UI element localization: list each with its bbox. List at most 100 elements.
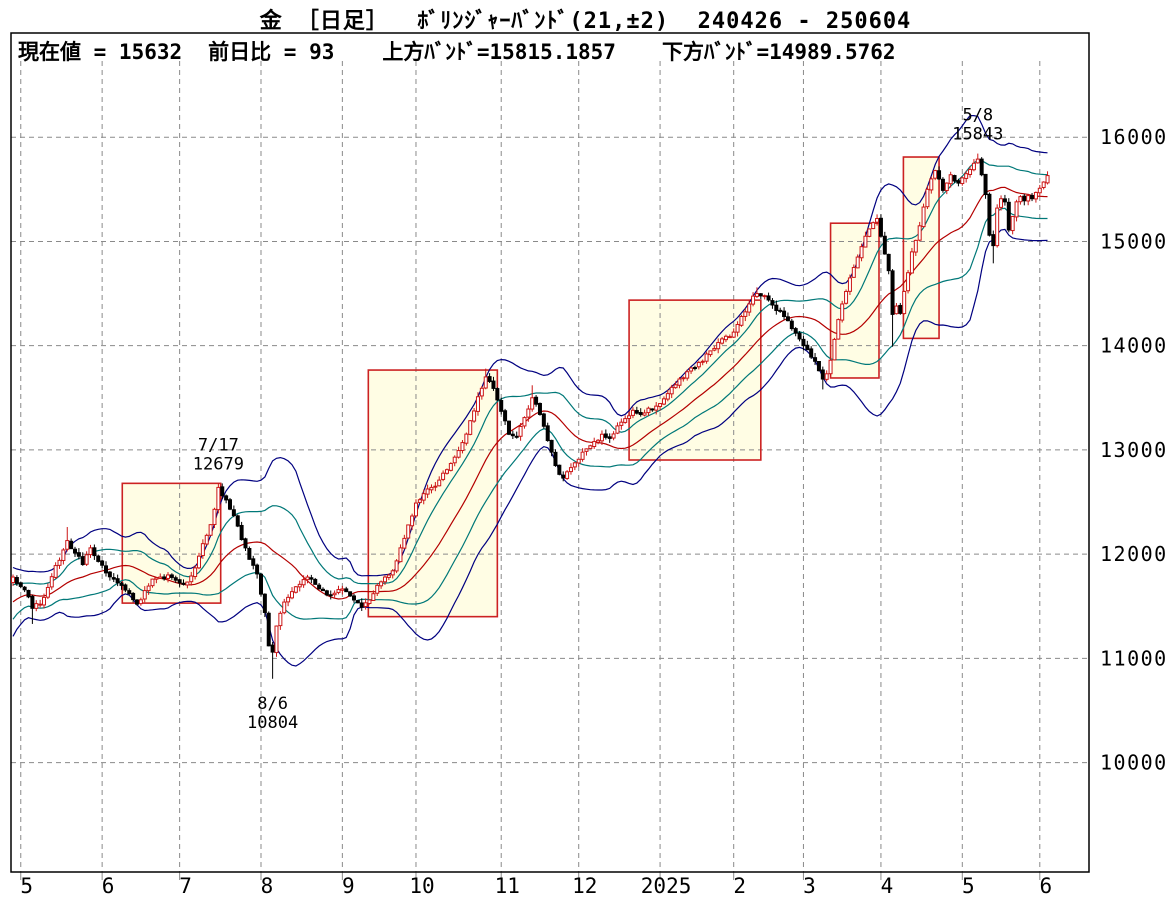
candle-bullish [402, 537, 407, 549]
candle-bearish [541, 413, 546, 427]
candle-bearish [26, 589, 31, 598]
candle-bullish [216, 486, 221, 511]
x-axis-label: 2025 [641, 874, 692, 898]
candle-bullish [1033, 191, 1038, 200]
candle-bearish [797, 332, 802, 340]
candle-bullish [948, 174, 953, 185]
candle-bearish [224, 495, 229, 501]
candle-bullish [735, 323, 740, 333]
candle-bullish [712, 347, 717, 351]
chart-title: 金 ［日足］ ﾎﾞﾘﾝｼﾞｬｰﾊﾞﾝﾄﾞ(21,±2) 240426 - 250… [259, 9, 912, 34]
candle-bullish [429, 486, 434, 491]
candle-bearish [348, 591, 353, 597]
candle-bearish [18, 582, 23, 587]
candle-bearish [258, 573, 263, 595]
candle-bullish [677, 378, 682, 386]
candle-bullish [386, 574, 391, 578]
candle-bullish [193, 567, 198, 578]
candle-bullish [185, 581, 190, 586]
candle-bullish [452, 456, 457, 464]
candle-bullish [665, 393, 670, 400]
candle-bullish [142, 590, 147, 600]
candle-bullish [406, 524, 411, 539]
candle-bullish [615, 425, 620, 434]
candle-bullish [65, 540, 70, 550]
candle-bullish [971, 162, 976, 171]
candle-bearish [270, 644, 275, 653]
candle-bullish [611, 433, 616, 439]
candle-bullish [964, 173, 969, 179]
candle-bearish [537, 402, 542, 415]
candle-bearish [135, 599, 140, 605]
candle-bullish [588, 445, 593, 450]
candle-bullish [437, 479, 442, 487]
candle-bullish [871, 222, 876, 230]
candle-bullish [42, 596, 47, 606]
candle-bearish [355, 600, 360, 604]
candle-bullish [301, 579, 306, 586]
candle-bullish [572, 462, 577, 468]
candle-bullish [716, 342, 721, 350]
candle-bearish [100, 560, 105, 566]
candle-bullish [340, 588, 345, 591]
candle-bearish [80, 556, 85, 566]
candle-bullish [154, 577, 159, 580]
candle-bullish [960, 177, 965, 185]
candle-bearish [514, 435, 519, 438]
candle-bearish [782, 310, 787, 318]
annotation-date: 5/8 [962, 106, 993, 126]
candle-bearish [770, 300, 775, 306]
candle-bullish [743, 311, 748, 317]
info-bar: 現在値 = 15632 前日比 = 93 上方ﾊﾞﾝﾄﾞ=15815.1857 下方ﾊ… [18, 36, 896, 66]
candle-bullish [433, 485, 438, 488]
highlight-box-border [367, 369, 499, 618]
candle-bearish [987, 193, 992, 236]
highlight-box-border [121, 482, 222, 604]
candle-bearish [1022, 195, 1027, 202]
candle-bullish [669, 386, 674, 395]
candle-bullish [999, 198, 1004, 208]
x-axis-label: 5 [962, 874, 975, 898]
candle-bearish [104, 565, 109, 574]
candle-bullish [464, 433, 469, 444]
candle-bullish [875, 218, 880, 223]
candle-bearish [169, 574, 174, 578]
candle-bearish [495, 388, 500, 401]
candle-bearish [177, 579, 182, 584]
candle-bearish [359, 602, 364, 608]
candle-bullish [282, 601, 287, 614]
candle-bullish [305, 576, 310, 581]
candle-bullish [751, 295, 756, 305]
candle-bullish [166, 574, 171, 579]
candle-bullish [968, 169, 973, 175]
x-axis-label: 6 [1039, 874, 1052, 898]
candle-bearish [638, 412, 643, 415]
candle-bullish [390, 570, 395, 576]
bollinger-upper-1sd [12, 159, 1048, 586]
y-axis-label: 12000 [1100, 542, 1168, 566]
candle-bearish [940, 178, 945, 191]
highlight-box-border [628, 299, 762, 461]
candle-bullish [200, 543, 205, 557]
bollinger-lower-2sd [12, 228, 1048, 667]
candle-bullish [727, 336, 732, 339]
bollinger-lower-1sd [12, 207, 1048, 620]
candle-bearish [816, 361, 821, 372]
x-axis-label: 5 [20, 874, 33, 898]
x-axis-label: 9 [342, 874, 355, 898]
candle-bullish [297, 583, 302, 588]
candle-bullish [673, 384, 678, 389]
candle-bearish [231, 509, 236, 517]
candle-bullish [394, 560, 399, 572]
candle-bullish [289, 591, 294, 599]
candle-bullish [731, 331, 736, 338]
candle-bullish [646, 407, 651, 414]
y-axis-label: 16000 [1100, 125, 1168, 149]
candle-bullish [855, 256, 860, 269]
x-axis-label: 2 [733, 874, 746, 898]
day-change-value: 前日比 = 93 [208, 40, 335, 64]
candle-bullish [921, 206, 926, 228]
candle-bearish [69, 540, 74, 550]
candle-bearish [162, 576, 167, 580]
